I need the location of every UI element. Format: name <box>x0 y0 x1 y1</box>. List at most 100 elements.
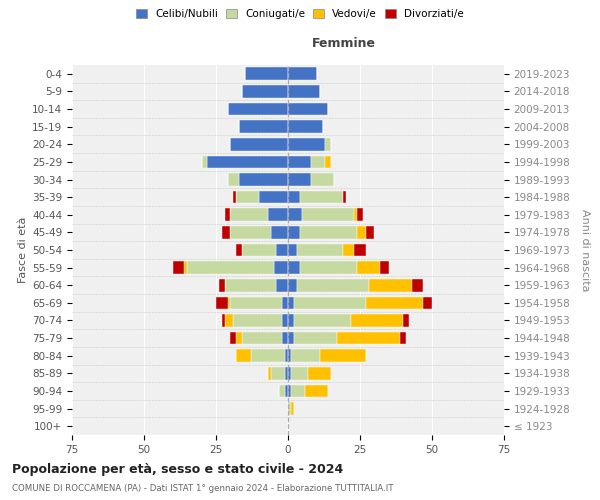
Bar <box>222 226 230 238</box>
Bar <box>222 314 224 327</box>
Bar <box>320 350 366 362</box>
Bar <box>400 332 406 344</box>
Bar <box>299 226 357 238</box>
Bar <box>251 350 285 362</box>
Bar <box>268 367 271 380</box>
Bar <box>259 191 288 203</box>
Bar <box>291 367 308 380</box>
Bar <box>308 367 331 380</box>
Bar <box>277 279 288 291</box>
Bar <box>288 367 291 380</box>
Bar <box>271 367 285 380</box>
Bar <box>325 138 331 150</box>
Bar <box>299 262 357 274</box>
Bar <box>288 350 291 362</box>
Bar <box>368 279 412 291</box>
Y-axis label: Fasce di età: Fasce di età <box>18 217 28 283</box>
Bar <box>245 68 288 80</box>
Bar <box>216 296 227 309</box>
Bar <box>230 332 236 344</box>
Bar <box>230 226 271 238</box>
Bar <box>173 262 184 274</box>
Bar <box>224 279 277 291</box>
Bar <box>184 262 187 274</box>
Bar <box>288 279 296 291</box>
Bar <box>294 296 366 309</box>
Bar <box>412 279 424 291</box>
Bar <box>282 314 288 327</box>
Bar <box>242 85 288 98</box>
Bar <box>288 262 299 274</box>
Text: Femmine: Femmine <box>312 37 376 50</box>
Bar <box>380 262 389 274</box>
Bar <box>233 314 282 327</box>
Bar <box>302 208 354 221</box>
Bar <box>288 68 317 80</box>
Bar <box>227 296 230 309</box>
Bar <box>366 226 374 238</box>
Bar <box>288 173 311 186</box>
Bar <box>208 156 288 168</box>
Bar <box>291 384 305 398</box>
Bar <box>285 367 288 380</box>
Bar <box>230 208 268 221</box>
Bar <box>337 332 400 344</box>
Bar <box>242 332 282 344</box>
Bar <box>288 244 296 256</box>
Bar <box>288 384 291 398</box>
Bar <box>357 226 366 238</box>
Bar <box>296 244 343 256</box>
Bar <box>224 208 230 221</box>
Bar <box>288 402 291 415</box>
Bar <box>343 191 346 203</box>
Bar <box>288 120 323 133</box>
Bar <box>236 191 259 203</box>
Bar <box>277 244 288 256</box>
Bar <box>219 279 224 291</box>
Bar <box>280 384 285 398</box>
Bar <box>233 191 236 203</box>
Bar <box>311 156 325 168</box>
Bar <box>236 332 242 344</box>
Bar <box>424 296 432 309</box>
Bar <box>227 173 239 186</box>
Bar <box>236 350 251 362</box>
Bar <box>288 138 325 150</box>
Bar <box>271 226 288 238</box>
Bar <box>236 244 242 256</box>
Bar <box>357 262 380 274</box>
Bar <box>288 191 299 203</box>
Bar <box>294 314 352 327</box>
Bar <box>239 120 288 133</box>
Bar <box>325 156 331 168</box>
Bar <box>187 262 274 274</box>
Bar <box>274 262 288 274</box>
Text: Popolazione per età, sesso e stato civile - 2024: Popolazione per età, sesso e stato civil… <box>12 462 343 475</box>
Bar <box>202 156 208 168</box>
Bar <box>354 244 366 256</box>
Bar <box>366 296 424 309</box>
Bar <box>305 384 328 398</box>
Bar <box>282 296 288 309</box>
Y-axis label: Anni di nascita: Anni di nascita <box>580 209 590 291</box>
Bar <box>288 314 294 327</box>
Bar <box>227 102 288 116</box>
Bar <box>239 173 288 186</box>
Bar <box>288 156 311 168</box>
Bar <box>242 244 277 256</box>
Bar <box>288 208 302 221</box>
Bar <box>285 350 288 362</box>
Bar <box>224 314 233 327</box>
Bar <box>296 279 368 291</box>
Bar <box>268 208 288 221</box>
Bar <box>288 226 299 238</box>
Bar <box>352 314 403 327</box>
Bar <box>291 350 320 362</box>
Bar <box>288 85 320 98</box>
Bar <box>299 191 343 203</box>
Bar <box>285 384 288 398</box>
Bar <box>288 332 294 344</box>
Bar <box>354 208 357 221</box>
Bar <box>294 332 337 344</box>
Legend: Celibi/Nubili, Coniugati/e, Vedovi/e, Divorziati/e: Celibi/Nubili, Coniugati/e, Vedovi/e, Di… <box>132 5 468 24</box>
